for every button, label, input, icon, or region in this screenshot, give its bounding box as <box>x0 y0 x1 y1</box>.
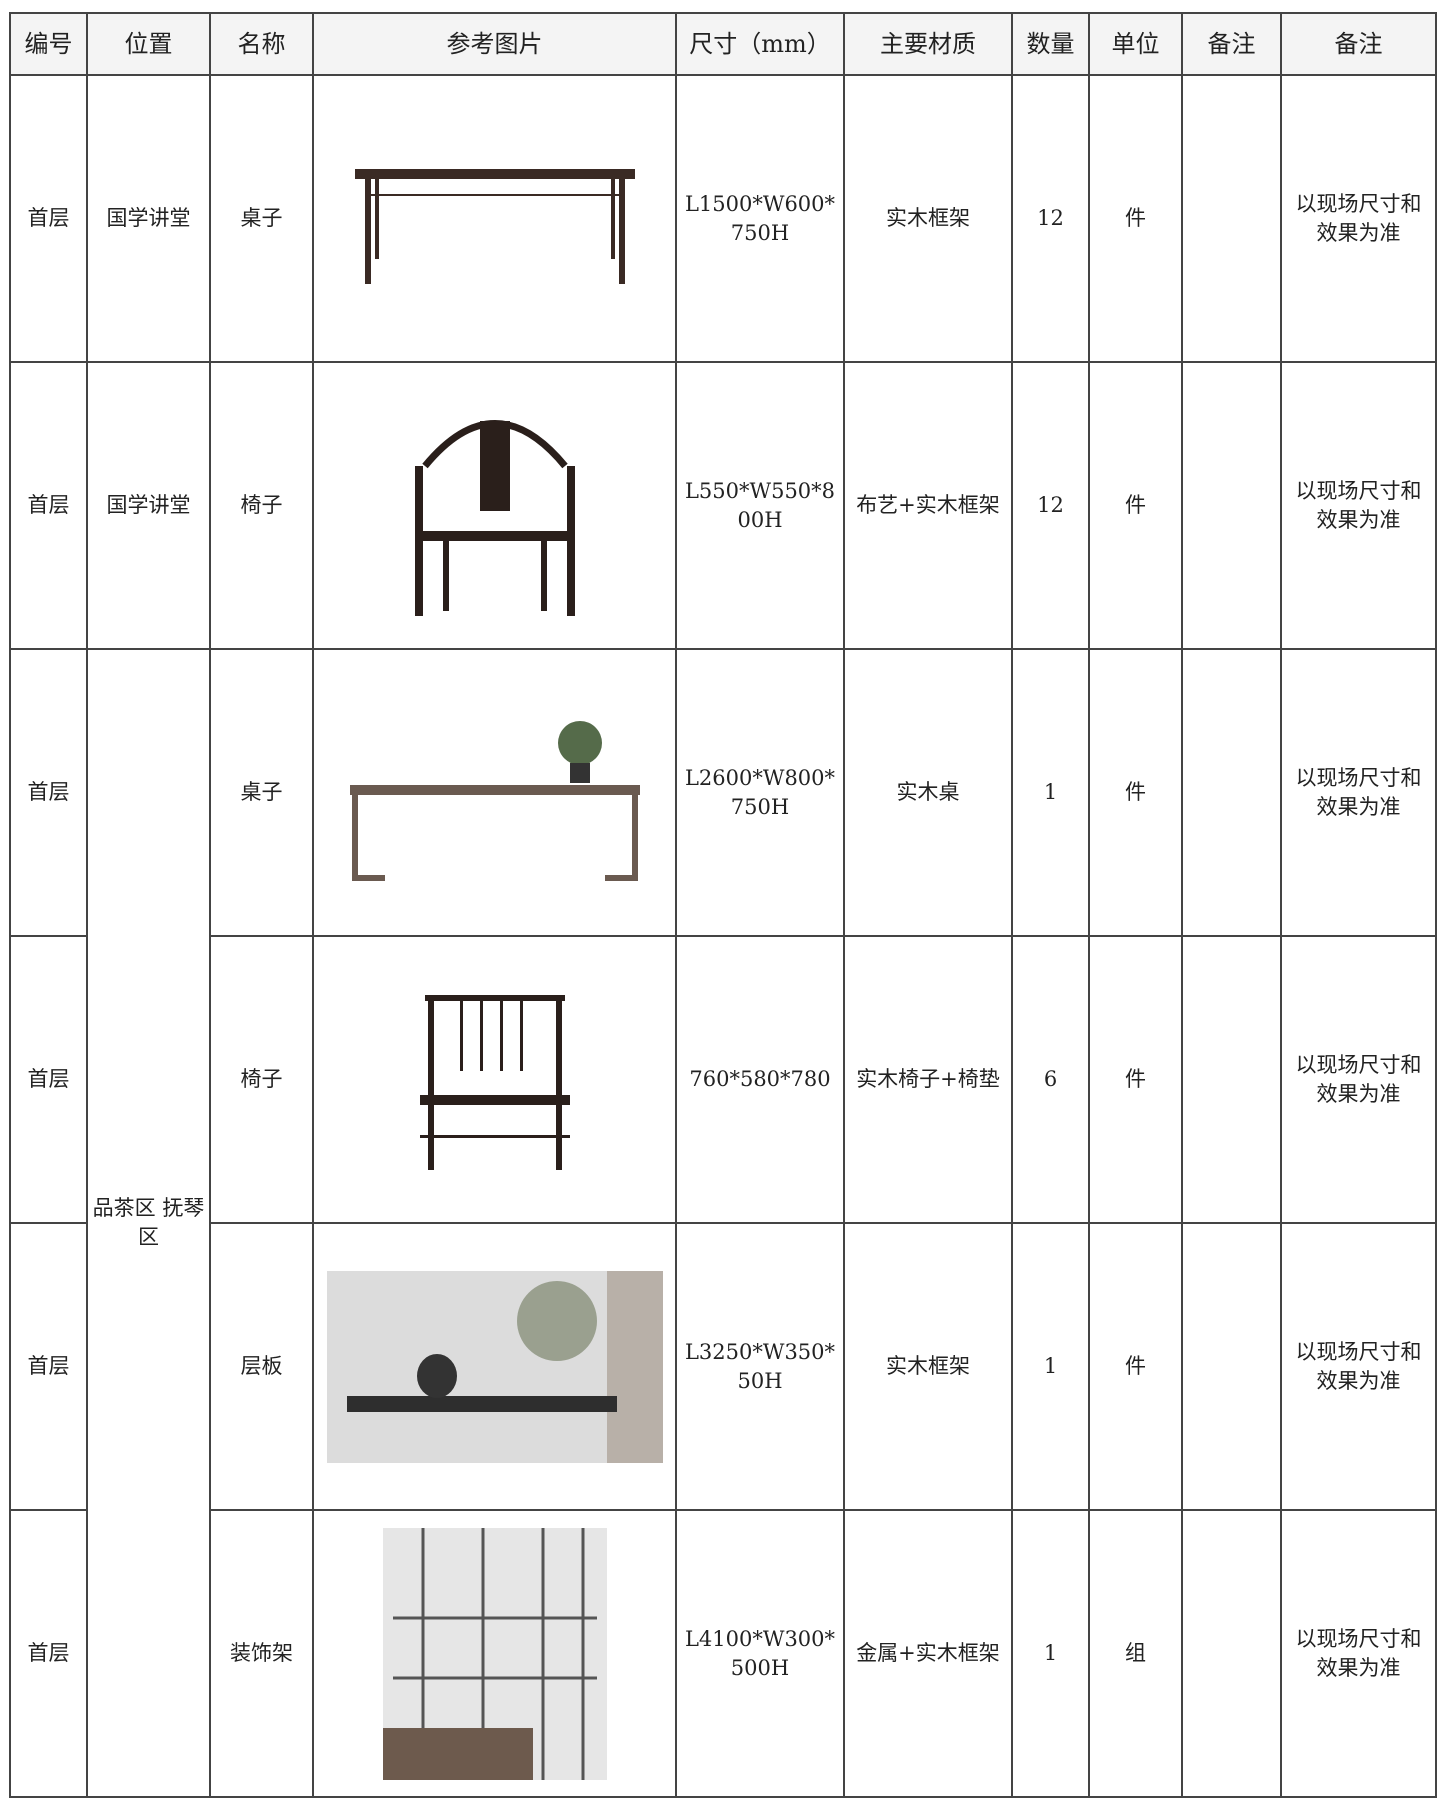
quantity-cell: 1 <box>1011 1222 1090 1511</box>
picture-cell <box>312 648 677 937</box>
reference-image <box>326 1270 663 1463</box>
name-cell: 桌子 <box>209 74 314 363</box>
name-cell: 椅子 <box>209 361 314 650</box>
header-cell: 参考图片 <box>312 12 677 76</box>
note-cell: 以现场尺寸和效果为准 <box>1280 935 1437 1224</box>
reference-image <box>354 168 635 284</box>
size-cell: L1500*W600*750H <box>675 74 845 363</box>
name-cell: 桌子 <box>209 648 314 937</box>
reference-image <box>419 994 570 1170</box>
reference-image <box>349 720 640 881</box>
unit-cell: 件 <box>1088 648 1183 937</box>
table-wrap: 编号 位置 名称 参考图片 尺寸（mm） 主要材质 数量 单位 备注 备注 首层 国学讲堂 桌子 L15… <box>9 12 1437 1798</box>
location-cell: 品茶区 抚琴区 <box>86 648 211 1798</box>
picture-cell <box>312 1509 677 1798</box>
header-cell: 主要材质 <box>843 12 1013 76</box>
name-cell: 椅子 <box>209 935 314 1224</box>
name-cell: 层板 <box>209 1222 314 1511</box>
quantity-cell: 6 <box>1011 935 1090 1224</box>
location-cell: 国学讲堂 <box>86 361 211 650</box>
reference-image <box>414 419 575 616</box>
unit-cell: 件 <box>1088 74 1183 363</box>
size-cell: L550*W550*800H <box>675 361 845 650</box>
size-cell: L4100*W300*500H <box>675 1509 845 1798</box>
table-row: 首层 国学讲堂 桌子 L1500*W600*750H 实木框架 12 件以现场尺寸和效果为准 <box>9 74 1437 363</box>
material-cell: 实木椅子+椅垫 <box>843 935 1013 1224</box>
material-cell: 实木桌 <box>843 648 1013 937</box>
remark-cell <box>1181 74 1282 363</box>
table-row: 首层 装饰架 L4100*W300*500H 金属+实木框架 1 组以现场尺寸和效果为准 <box>9 1509 1437 1798</box>
floor-cell: 首层 <box>9 1222 88 1511</box>
floor-cell: 首层 <box>9 1509 88 1798</box>
quantity-cell: 1 <box>1011 1509 1090 1798</box>
picture-cell <box>312 361 677 650</box>
floor-cell: 首层 <box>9 648 88 937</box>
quantity-cell: 1 <box>1011 648 1090 937</box>
floor-cell: 首层 <box>9 361 88 650</box>
note-cell: 以现场尺寸和效果为准 <box>1280 1509 1437 1798</box>
note-cell: 以现场尺寸和效果为准 <box>1280 1222 1437 1511</box>
header-cell: 名称 <box>209 12 314 76</box>
size-cell: 760*580*780 <box>675 935 845 1224</box>
unit-cell: 件 <box>1088 935 1183 1224</box>
remark-cell <box>1181 361 1282 650</box>
note-cell: 以现场尺寸和效果为准 <box>1280 74 1437 363</box>
quantity-cell: 12 <box>1011 361 1090 650</box>
remark-cell <box>1181 1222 1282 1511</box>
table-row: 首层 椅子 760*580*780 实木椅子+椅垫 6 件以现场尺寸和效果为准 <box>9 935 1437 1224</box>
furniture-table: 编号 位置 名称 参考图片 尺寸（mm） 主要材质 数量 单位 备注 备注 首层 国学讲堂 桌子 L15… <box>9 12 1437 1798</box>
table-row: 首层 国学讲堂 椅子 L550*W550*800H 布艺+实木框架 12 件以现场尺寸和效果… <box>9 361 1437 650</box>
header-cell: 备注 <box>1181 12 1282 76</box>
material-cell: 实木框架 <box>843 74 1013 363</box>
remark-cell <box>1181 935 1282 1224</box>
floor-cell: 首层 <box>9 74 88 363</box>
size-cell: L2600*W800*750H <box>675 648 845 937</box>
material-cell: 金属+实木框架 <box>843 1509 1013 1798</box>
unit-cell: 件 <box>1088 361 1183 650</box>
header-cell: 位置 <box>86 12 211 76</box>
floor-cell: 首层 <box>9 935 88 1224</box>
header-cell: 编号 <box>9 12 88 76</box>
quantity-cell: 12 <box>1011 74 1090 363</box>
picture-cell <box>312 1222 677 1511</box>
material-cell: 实木框架 <box>843 1222 1013 1511</box>
picture-cell <box>312 935 677 1224</box>
picture-cell <box>312 74 677 363</box>
table-row: 首层 层板 L3250*W350*50H 实木框架 1 件以现场尺寸和效果为准 <box>9 1222 1437 1511</box>
header-cell: 数量 <box>1011 12 1090 76</box>
unit-cell: 组 <box>1088 1509 1183 1798</box>
location-cell: 国学讲堂 <box>86 74 211 363</box>
table-body: 首层 国学讲堂 桌子 L1500*W600*750H 实木框架 12 件以现场尺寸和效果为准… <box>9 74 1437 1798</box>
note-cell: 以现场尺寸和效果为准 <box>1280 361 1437 650</box>
reference-image <box>382 1527 607 1780</box>
material-cell: 布艺+实木框架 <box>843 361 1013 650</box>
header-cell: 尺寸（mm） <box>675 12 845 76</box>
header-row: 编号 位置 名称 参考图片 尺寸（mm） 主要材质 数量 单位 备注 备注 <box>9 12 1437 76</box>
name-cell: 装饰架 <box>209 1509 314 1798</box>
table-row: 首层 品茶区 抚琴区 桌子 L2600*W800*750H 实木桌 1 件以现场尺寸和效果为… <box>9 648 1437 1798</box>
header-cell: 单位 <box>1088 12 1183 76</box>
remark-cell <box>1181 1509 1282 1798</box>
unit-cell: 件 <box>1088 1222 1183 1511</box>
size-cell: L3250*W350*50H <box>675 1222 845 1511</box>
remark-cell <box>1181 648 1282 937</box>
note-cell: 以现场尺寸和效果为准 <box>1280 648 1437 937</box>
header-cell: 备注 <box>1280 12 1437 76</box>
